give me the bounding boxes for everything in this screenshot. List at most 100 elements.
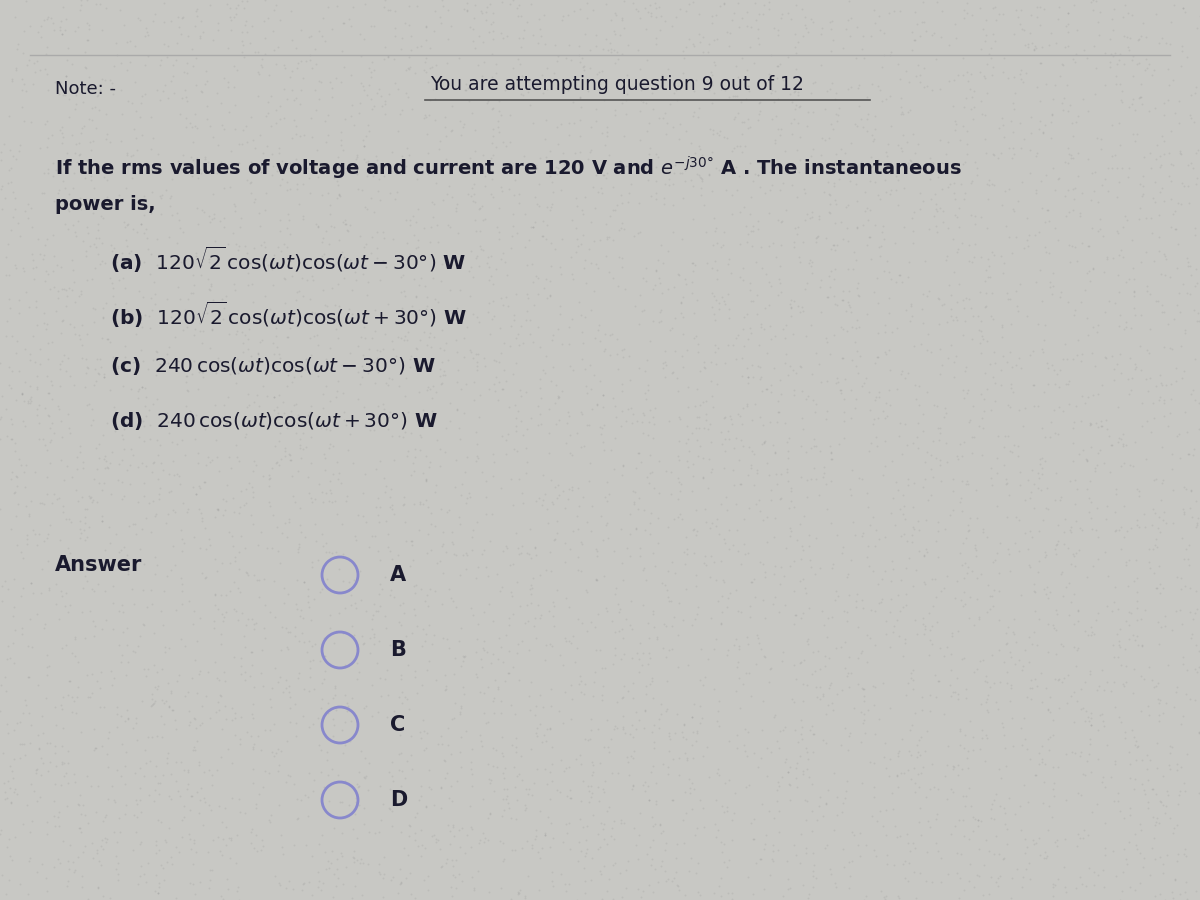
Point	[190, 541, 209, 555]
Point	[947, 312, 966, 327]
Point	[90, 367, 109, 382]
Point	[360, 631, 379, 645]
Point	[893, 600, 912, 615]
Point	[978, 529, 997, 544]
Point	[883, 626, 902, 640]
Point	[431, 10, 450, 24]
Point	[613, 573, 632, 588]
Point	[570, 112, 589, 127]
Point	[955, 12, 974, 26]
Point	[587, 573, 606, 588]
Point	[1138, 414, 1157, 428]
Point	[1033, 513, 1052, 527]
Point	[320, 393, 340, 408]
Point	[83, 686, 102, 700]
Point	[754, 694, 773, 708]
Point	[276, 880, 295, 895]
Point	[1146, 152, 1165, 166]
Point	[984, 59, 1003, 74]
Point	[410, 443, 430, 457]
Point	[1126, 362, 1145, 376]
Point	[710, 0, 730, 13]
Point	[484, 353, 503, 367]
Point	[209, 356, 228, 370]
Point	[606, 103, 625, 117]
Point	[637, 470, 656, 484]
Point	[407, 290, 426, 304]
Point	[84, 206, 103, 220]
Point	[1184, 693, 1200, 707]
Point	[239, 341, 258, 356]
Point	[280, 515, 299, 529]
Point	[53, 120, 72, 134]
Point	[916, 622, 935, 636]
Point	[702, 374, 721, 389]
Point	[222, 144, 241, 158]
Point	[1115, 0, 1134, 12]
Point	[1082, 220, 1102, 235]
Point	[845, 334, 864, 348]
Point	[277, 329, 296, 344]
Point	[262, 366, 281, 381]
Point	[347, 655, 366, 670]
Point	[505, 398, 524, 412]
Point	[1110, 138, 1129, 152]
Point	[497, 782, 516, 796]
Point	[1040, 705, 1060, 719]
Point	[581, 145, 600, 159]
Point	[662, 554, 682, 569]
Point	[287, 152, 306, 166]
Point	[1170, 94, 1189, 109]
Point	[569, 238, 588, 253]
Point	[116, 548, 136, 562]
Point	[674, 716, 694, 731]
Point	[676, 272, 695, 286]
Point	[451, 659, 470, 673]
Point	[577, 818, 596, 832]
Point	[779, 882, 798, 896]
Point	[944, 591, 964, 606]
Point	[673, 327, 692, 341]
Point	[1133, 16, 1152, 31]
Point	[1084, 3, 1103, 17]
Point	[1157, 36, 1176, 50]
Point	[568, 640, 587, 654]
Point	[510, 0, 529, 13]
Point	[517, 15, 536, 30]
Point	[143, 184, 162, 199]
Point	[128, 391, 148, 405]
Point	[739, 112, 758, 126]
Point	[631, 83, 650, 97]
Point	[677, 123, 696, 138]
Point	[613, 458, 632, 473]
Point	[301, 158, 320, 172]
Point	[1014, 711, 1033, 725]
Point	[668, 383, 688, 398]
Point	[1157, 516, 1176, 530]
Point	[995, 256, 1014, 270]
Point	[232, 667, 251, 681]
Point	[167, 437, 186, 452]
Point	[386, 22, 406, 36]
Point	[56, 88, 76, 103]
Point	[713, 238, 732, 252]
Point	[1060, 147, 1079, 161]
Point	[571, 100, 590, 114]
Point	[12, 72, 31, 86]
Point	[538, 200, 557, 214]
Point	[348, 365, 367, 380]
Point	[162, 172, 181, 186]
Point	[167, 840, 186, 854]
Point	[83, 494, 102, 508]
Point	[380, 371, 400, 385]
Point	[461, 345, 480, 359]
Point	[367, 152, 386, 166]
Point	[731, 205, 750, 220]
Point	[994, 850, 1013, 865]
Point	[122, 170, 142, 184]
Point	[68, 655, 88, 670]
Point	[370, 82, 389, 96]
Point	[1175, 179, 1194, 194]
Point	[718, 130, 737, 145]
Point	[702, 68, 721, 82]
